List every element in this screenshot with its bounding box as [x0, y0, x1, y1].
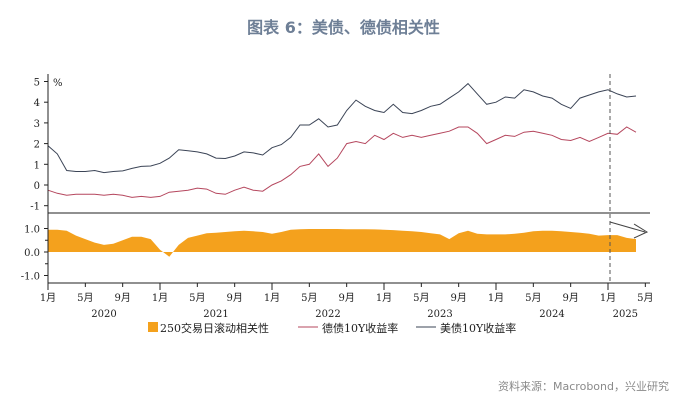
y-tick-label: 1.0	[24, 225, 40, 236]
chart-title: 图表 6：美债、德债相关性	[247, 18, 440, 37]
x-tick-label: 9月	[226, 292, 242, 304]
year-label: 2023	[427, 309, 452, 320]
correlation-area	[48, 229, 636, 257]
year-label: 2021	[203, 309, 228, 320]
x-tick-label: 1月	[40, 292, 56, 304]
y-tick-label: 0.0	[24, 248, 40, 259]
y-tick-label: 3	[34, 119, 40, 130]
x-tick-label: 9月	[338, 292, 354, 304]
x-tick-label: 9月	[114, 292, 130, 304]
y-tick-label: -1	[30, 202, 40, 213]
unit-label: %	[53, 78, 63, 89]
year-label: 2020	[91, 309, 116, 320]
x-tick-label: 5月	[637, 292, 653, 304]
y-tick-label: -1.0	[21, 272, 40, 283]
source-note: 资料来源：Macrobond，兴业研究	[498, 380, 669, 393]
y-tick-label: 4	[34, 98, 40, 109]
legend-label: 250交易日滚动相关性	[160, 321, 269, 335]
x-tick-label: 1月	[264, 292, 280, 304]
y-tick-label: 0	[34, 181, 40, 192]
bund-10y-line	[47, 126, 637, 198]
y-tick-label: 2	[34, 140, 40, 151]
x-tick-label: 1月	[152, 292, 168, 304]
us-10y-line	[47, 82, 637, 174]
arrow-icon	[609, 221, 649, 239]
x-tick-label: 5月	[301, 292, 317, 304]
x-tick-label: 9月	[450, 292, 466, 304]
x-tick-label: 5月	[413, 292, 429, 304]
x-tick-label: 9月	[562, 292, 578, 304]
year-label: 2025	[613, 309, 638, 320]
year-label: 2024	[539, 309, 564, 320]
legend-label: 德债10Y收益率	[322, 321, 398, 335]
x-tick-label: 5月	[525, 292, 541, 304]
y-tick-label: 5	[34, 78, 40, 89]
x-tick-label: 5月	[189, 292, 205, 304]
x-tick-label: 5月	[77, 292, 93, 304]
x-tick-label: 1月	[600, 292, 616, 304]
x-tick-label: 1月	[488, 292, 504, 304]
y-tick-label: 1	[34, 160, 40, 171]
x-tick-label: 1月	[376, 292, 392, 304]
year-label: 2022	[315, 309, 340, 320]
legend-label: 美债10Y收益率	[440, 321, 516, 335]
legend-swatch-correlation	[148, 322, 158, 332]
